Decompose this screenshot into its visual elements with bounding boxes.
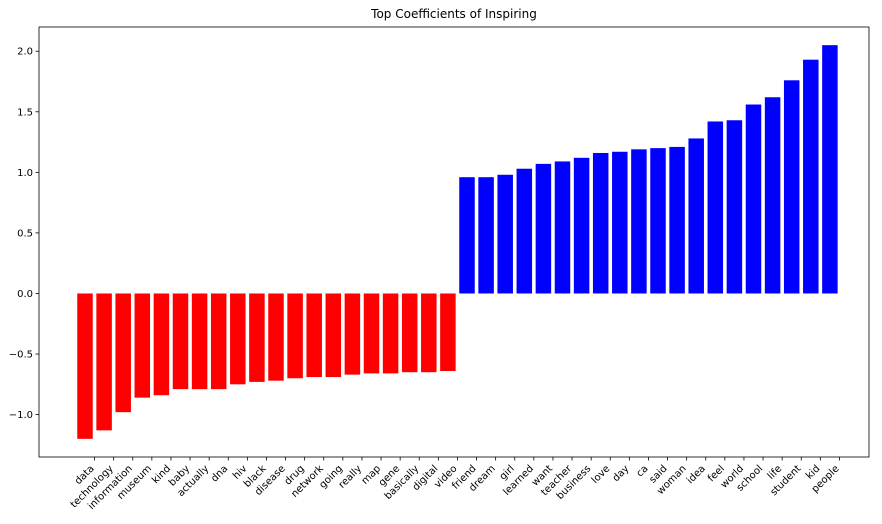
bar-technology [96,293,112,431]
bar-kid [803,59,819,294]
bar-girl [497,174,513,294]
bar-really [344,293,361,375]
bar-digital [421,293,437,373]
bar-going [325,293,342,378]
y-tick-label: −1.0 [9,410,33,421]
bar-black [249,293,265,382]
bar-woman [669,146,685,294]
x-tick-label: idea [685,463,708,486]
bar-information [115,293,131,413]
bar-dream [478,177,494,294]
bar-disease [268,293,284,381]
bar-world [726,120,743,294]
y-axis: −1.0 −0.5 0.0 0.5 1.0 1.5 2.0 [9,47,39,421]
y-tick-label: 0.0 [17,289,33,300]
bar-museum [134,293,151,398]
bar-hiv [230,293,246,385]
bar-ca [631,149,647,294]
bar-said [650,148,666,294]
bar-basically [401,293,418,373]
x-tick-label: dna [209,463,230,484]
y-tick-label: 2.0 [17,47,33,58]
chart-title: Top Coefficients of Inspiring [370,7,537,21]
bar-school [745,104,762,294]
x-tick-label: love [590,463,613,486]
bar-actually [191,293,208,390]
bar-baby [172,293,189,390]
bar-drug [287,293,303,379]
bar-idea [688,138,704,294]
bar-video [440,293,456,371]
bar-map [363,293,380,374]
x-axis: datatechnologyinformationmuseumkindbabya… [69,457,842,512]
y-tick-label: 1.0 [17,168,33,179]
bar-dna [210,293,227,390]
bar-feel [707,121,724,294]
bar-business [573,157,590,294]
plot-frame [38,26,870,458]
bar-data [77,293,93,439]
bar-want [535,163,552,294]
x-tick-label: day [611,463,632,484]
bar-life [764,97,781,294]
y-tick-label: 1.5 [17,107,33,118]
bar-people [822,45,838,294]
y-tick-label: 0.5 [17,228,33,239]
bars-group [77,45,838,439]
bar-network [306,293,322,378]
y-tick-label: −0.5 [9,350,33,361]
bar-gene [382,293,399,374]
bar-friend [459,177,475,294]
bar-kind [153,293,170,396]
bar-student [783,80,800,294]
bar-learned [516,168,533,294]
bar-teacher [554,161,571,294]
bar-day [612,151,628,294]
bar-love [592,152,609,294]
